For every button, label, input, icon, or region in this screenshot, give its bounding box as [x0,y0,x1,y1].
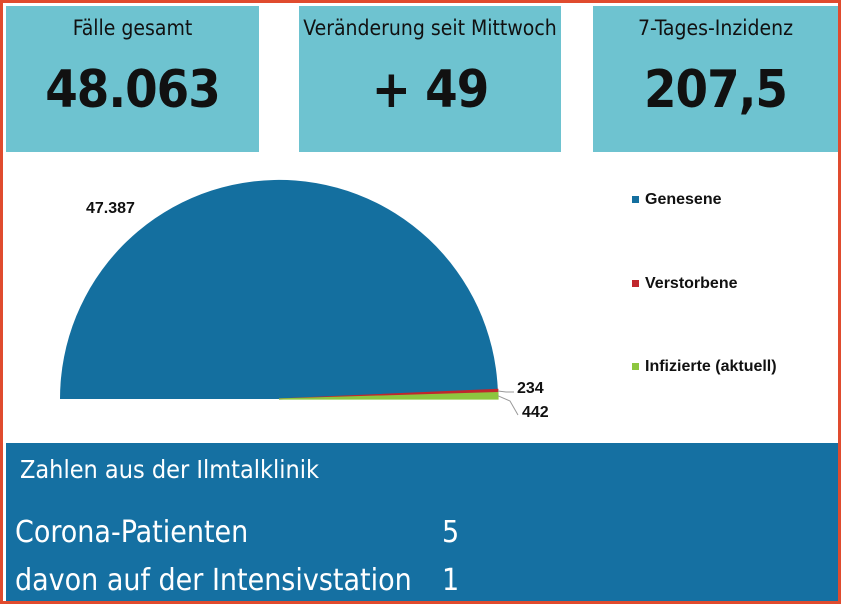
stat-tile-total-cases: Fälle gesamt 48.063 [6,6,259,152]
pie-slice-infizierte [278,392,499,400]
half-pie-chart: 47.387 234 442 Genesene Verstorbene Infi… [6,153,838,441]
legend-label-genesene: Genesene [645,191,722,208]
stat-tile-incidence: 7-Tages-Inzidenz 207,5 [593,6,838,152]
clinic-row-value-icu: 1 [442,563,460,598]
clinic-panel: Zahlen aus der Ilmtalklinik Corona-Patie… [6,443,838,601]
stat-label-incidence: 7-Tages-Inzidenz [637,16,794,40]
leader-line-verstorbene [497,390,514,393]
stat-label-total-cases: Fälle gesamt [72,16,193,40]
legend-swatch-infizierte [632,363,639,371]
legend-swatch-genesene [632,196,639,204]
clinic-row-label-icu: davon auf der Intensivstation [15,563,412,598]
stat-tile-change: Veränderung seit Mittwoch + 49 [299,6,561,152]
legend-item-infizierte: Infizierte (aktuell) [632,358,777,376]
half-pie-svg: 47.387 234 442 [59,179,549,421]
stat-value-total-cases: 48.063 [45,60,221,120]
data-label-genesene: 47.387 [86,200,135,217]
pie-slice-genesene [59,179,498,399]
legend-item-genesene: Genesene [632,191,721,209]
legend-item-verstorbene: Verstorbene [632,275,737,293]
stat-label-change: Veränderung seit Mittwoch [303,16,557,40]
legend-label-verstorbene: Verstorbene [645,275,738,292]
legend-swatch-verstorbene [632,280,639,288]
legend-label-infizierte: Infizierte (aktuell) [645,358,777,375]
clinic-row-value-patients: 5 [442,515,460,550]
leader-line-infizierte [497,395,519,416]
data-label-infizierte: 442 [522,404,549,421]
clinic-row-label-patients: Corona-Patienten [15,515,249,550]
data-label-verstorbene: 234 [517,380,544,397]
stat-value-change: + 49 [371,60,490,120]
clinic-title: Zahlen aus der Ilmtalklinik [20,455,320,484]
stat-value-incidence: 207,5 [644,60,788,120]
